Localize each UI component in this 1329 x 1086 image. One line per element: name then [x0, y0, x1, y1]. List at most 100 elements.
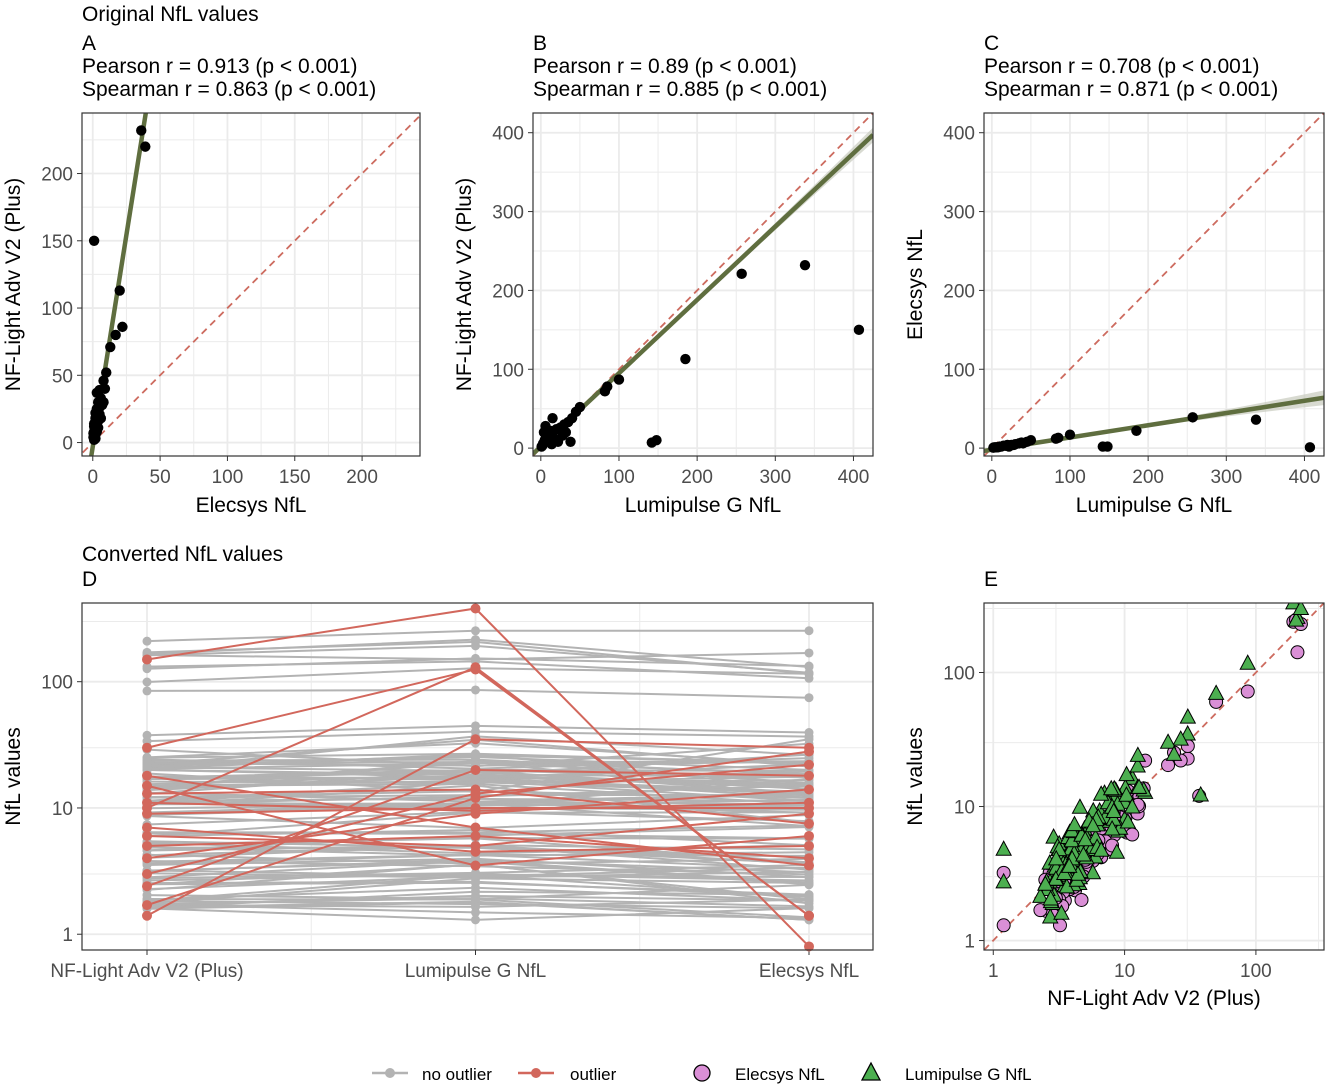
data-point [94, 402, 105, 413]
outlier-point [804, 770, 814, 781]
y-tick-label: 0 [62, 434, 73, 455]
no-outlier-point [471, 878, 480, 888]
lumipulse-point [1207, 684, 1225, 700]
outlier-point [470, 764, 481, 775]
panel-border [81, 602, 874, 951]
x-tick-label: 400 [838, 467, 870, 488]
y-tick-label: 300 [943, 203, 975, 224]
lumipulse-point [1037, 875, 1054, 891]
no-outlier-point [471, 907, 480, 917]
no-outlier-point [471, 653, 480, 663]
x-tick-label: 300 [759, 467, 791, 488]
panel-label: D [82, 568, 97, 591]
data-point [853, 324, 865, 336]
outlier-point [804, 840, 814, 851]
outlier-point [804, 830, 814, 841]
section-title-bottom: Converted NfL values [82, 543, 283, 566]
lumipulse-point [1130, 778, 1148, 794]
outlier-point [142, 808, 152, 819]
no-outlier-point [471, 894, 480, 904]
lumipulse-point [1042, 889, 1060, 906]
data-point [88, 235, 100, 246]
lumipulse-point [1119, 812, 1137, 829]
lumipulse-point [1108, 843, 1126, 859]
section-title-top: Original NfL values [82, 3, 259, 26]
y-axis-title: NfL values [2, 727, 25, 825]
no-outlier-point [471, 751, 480, 761]
lumipulse-point [1066, 815, 1083, 832]
lumipulse-point [1129, 756, 1146, 773]
y-tick-label: 300 [492, 203, 524, 224]
no-outlier-point [804, 669, 814, 679]
lumipulse-point [1118, 786, 1135, 802]
stat-spearman: Spearman r = 0.871 (p < 0.001) [984, 78, 1278, 101]
data-point [1250, 414, 1262, 425]
lumipulse-point [1239, 654, 1257, 670]
legend-lumipulse-label: Lumipulse G NfL [905, 1065, 1032, 1084]
outlier-point [470, 603, 481, 614]
legend-outlier-dot [531, 1068, 541, 1078]
data-point [1187, 412, 1198, 423]
no-outlier-point [471, 626, 480, 636]
panel-label: B [533, 32, 547, 55]
x-axis-title: Lumipulse G NfL [1076, 494, 1232, 517]
x-tick-label: 100 [1054, 467, 1086, 488]
lumipulse-point [1032, 887, 1049, 903]
outlier-point [804, 818, 814, 829]
outlier-point [470, 830, 481, 841]
fit-line [984, 395, 1324, 454]
no-outlier-point [142, 860, 152, 870]
no-outlier-point [804, 734, 814, 744]
no-outlier-point [471, 685, 480, 695]
y-tick-label: 100 [943, 360, 975, 381]
fit-line [533, 133, 873, 456]
lumipulse-point [1060, 857, 1078, 873]
y-tick-label: 400 [943, 124, 975, 145]
x-tick-label: NF-Light Adv V2 (Plus) [50, 961, 243, 982]
y-tick-label: 200 [943, 281, 975, 302]
y-tick-label: 100 [492, 360, 524, 381]
legend-elecsys-label: Elecsys NfL [735, 1065, 825, 1084]
x-tick-label: 200 [1132, 467, 1164, 488]
data-point [538, 427, 550, 438]
outlier-point [470, 788, 481, 799]
data-point [646, 437, 658, 448]
y-axis-title: NF-Light Adv V2 (Plus) [453, 178, 476, 392]
no-outlier-point [142, 677, 152, 687]
no-outlier-point [471, 721, 480, 731]
outlier-point [470, 662, 481, 673]
data-point [546, 438, 557, 450]
lumipulse-point [1084, 816, 1102, 833]
x-tick-label: 50 [150, 467, 171, 488]
x-tick-label: 1 [988, 961, 999, 982]
data-point [991, 442, 1002, 453]
x-tick-label: 300 [1210, 467, 1242, 488]
x-tick-label: 100 [212, 467, 244, 488]
legend-outlier-label: outlier [570, 1065, 617, 1084]
lumipulse-point [1179, 708, 1197, 724]
lumipulse-point [1292, 603, 1310, 616]
lumipulse-point [1084, 863, 1102, 880]
outlier-point [470, 860, 481, 871]
outlier-point [142, 788, 152, 799]
panel-label: A [82, 32, 96, 55]
panel-label: C [984, 32, 999, 55]
y-tick-label: 100 [41, 673, 73, 694]
data-point [1097, 441, 1109, 452]
y-tick-label: 1 [62, 925, 73, 946]
plot-area [984, 603, 1324, 950]
lumipulse-point [1192, 785, 1210, 802]
x-tick-label: 0 [87, 467, 98, 488]
stat-pearson: Pearson r = 0.708 (p < 0.001) [984, 55, 1260, 78]
x-tick-label: 100 [1240, 961, 1272, 982]
panel-border [983, 602, 1325, 951]
no-outlier-point [142, 890, 152, 900]
data-point [613, 374, 625, 385]
y-tick-label: 0 [964, 439, 975, 460]
outlier-point [804, 802, 814, 813]
data-point [136, 125, 147, 136]
lumipulse-point [1287, 611, 1305, 627]
no-outlier-point [804, 693, 814, 703]
legend-no-outlier-dot [385, 1068, 395, 1078]
